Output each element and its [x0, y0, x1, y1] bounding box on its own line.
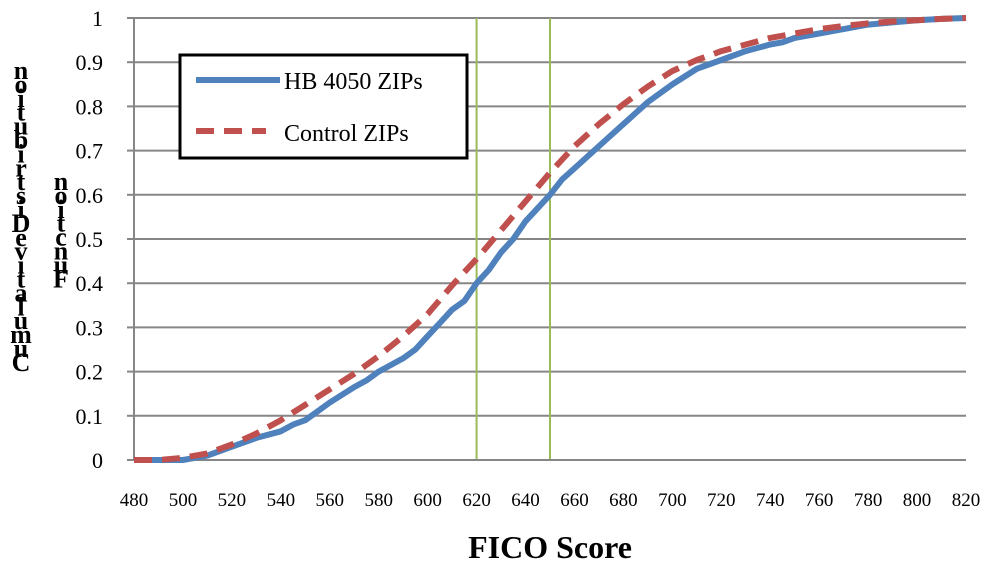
legend-label-hb4050: HB 4050 ZIPs — [284, 69, 423, 95]
x-tick-label: 540 — [267, 490, 296, 511]
y-tick-label: 0.9 — [76, 50, 104, 75]
y-tick-label: 0.3 — [76, 315, 104, 340]
y-tick-label: 0.5 — [76, 227, 104, 252]
x-tick-label: 560 — [316, 490, 345, 511]
series-lines — [134, 15, 967, 463]
y-tick-label: 0.1 — [76, 404, 104, 429]
x-tick-label: 820 — [952, 490, 981, 511]
y-axis-label-char: s — [16, 181, 26, 210]
y-axis-label-char: i — [17, 139, 24, 168]
y-axis-label-char: u — [54, 250, 68, 279]
y-axis-label-char: C — [12, 348, 31, 377]
y-axis-label-char: D — [12, 209, 31, 238]
x-tick-label: 580 — [364, 490, 393, 511]
y-axis-label-char: t — [17, 167, 26, 196]
legend-label-control: Control ZIPs — [284, 121, 409, 147]
x-tick-label: 780 — [854, 490, 883, 511]
y-tick-label: 0.6 — [76, 183, 104, 208]
legend: HB 4050 ZIPs Control ZIPs — [178, 53, 469, 160]
x-tick-label: 520 — [218, 490, 247, 511]
y-axis-label-char: o — [55, 181, 68, 210]
x-tick-label: 700 — [658, 490, 687, 511]
y-axis-label-char: n — [54, 167, 69, 196]
y-axis-label-char: n — [14, 56, 29, 85]
x-tick-label: 720 — [707, 490, 736, 511]
y-axis-label-char: u — [14, 334, 28, 363]
y-axis-label-char: e — [15, 223, 27, 252]
x-tick-label: 760 — [805, 490, 834, 511]
reference-lines — [475, 18, 551, 460]
series-line-hb4050 — [134, 15, 967, 463]
y-tick-label: 0.8 — [76, 94, 104, 119]
y-axis-label-char: r — [15, 153, 27, 182]
x-axis-label: FICO Score — [468, 529, 632, 565]
y-axis-label-char: m — [10, 320, 32, 349]
y-tick-label: 0.7 — [76, 139, 104, 164]
series-line-control — [134, 15, 967, 463]
y-tick-label: 0.2 — [76, 360, 104, 385]
y-axis-label-char: c — [55, 223, 67, 252]
x-tick-label: 480 — [120, 490, 149, 511]
y-axis-label-char: o — [15, 70, 28, 99]
x-tick-labels: 480 500 520 540 560 580 600 620 640 660 680 700 720 7… — [120, 490, 981, 511]
y-axis-label-char: u — [14, 112, 28, 141]
y-axis-label-char: F — [53, 264, 69, 293]
y-axis-label-char: n — [54, 237, 69, 266]
y-axis-label-char: i — [17, 195, 24, 224]
y-axis-label-char: t — [17, 98, 26, 127]
x-tick-label: 620 — [462, 490, 491, 511]
x-tick-label: 800 — [903, 490, 932, 511]
y-axis-label-char: l — [17, 292, 24, 321]
x-tick-label: 600 — [413, 490, 442, 511]
y-tick-label: 0 — [92, 448, 103, 473]
x-tick-label: 680 — [609, 490, 638, 511]
y-axis-label-char: u — [14, 306, 28, 335]
x-tick-label: 660 — [560, 490, 589, 511]
y-tick-labels: 0 0.1 0.2 0.3 0.4 0.5 0.6 0.7 0.8 0.9 1 — [76, 6, 104, 473]
x-tick-label: 500 — [169, 490, 198, 511]
y-axis-label-char: v — [15, 237, 28, 266]
y-axis-label-char: a — [15, 278, 28, 307]
y-axis-label-char: t — [17, 265, 26, 294]
y-axis-label-char: i — [57, 195, 64, 224]
y-tick-label: 0.4 — [76, 271, 104, 296]
legend-box — [178, 53, 469, 160]
axes — [127, 17, 966, 461]
x-tick-label: 640 — [511, 490, 540, 511]
y-tick-label: 1 — [92, 6, 103, 31]
y-axis-label-char: b — [14, 126, 28, 155]
y-axis-label-char: i — [17, 251, 24, 280]
y-axis-label-char: i — [17, 84, 24, 113]
x-tick-label: 740 — [756, 490, 785, 511]
y-axis-label-char: t — [57, 209, 66, 238]
